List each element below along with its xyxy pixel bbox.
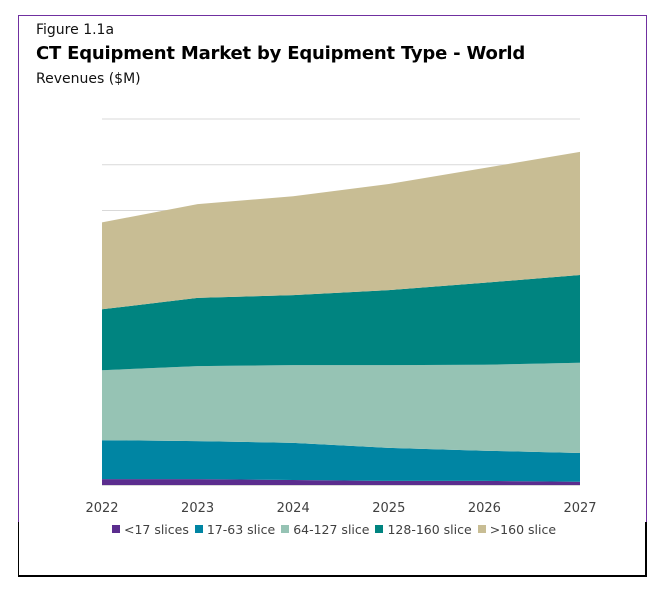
legend-swatch (375, 525, 384, 533)
chart-subtitle: Revenues ($M) (36, 71, 141, 87)
legend-label: >160 slice (489, 521, 557, 537)
area-17-slices (102, 479, 580, 485)
legend-item: >160 slice (477, 521, 557, 537)
area-series (102, 151, 580, 485)
legend-label: <17 slices (123, 521, 189, 537)
legend-swatch (477, 525, 486, 533)
legend-item: <17 slices (111, 521, 189, 537)
figure-label: Figure 1.1a (36, 22, 115, 38)
x-axis-ticks: 2022 2023 2024 2025 2026 2027 (85, 501, 596, 516)
legend-label: 17-63 slice (206, 521, 276, 537)
legend-item: 17-63 slice (194, 521, 276, 537)
legend-label: 64-127 slice (293, 521, 370, 537)
legend-swatch (194, 525, 203, 533)
chart-title: CT Equipment Market by Equipment Type - … (36, 43, 526, 64)
frame-border-bottom (18, 522, 647, 577)
x-tick-label: 2027 (563, 501, 596, 516)
area-64-127-slice (102, 362, 580, 453)
legend-label: 128-160 slice (387, 521, 472, 537)
legend-item: 128-160 slice (375, 521, 472, 537)
x-tick-label: 2025 (372, 501, 405, 516)
frame-border-top (18, 15, 647, 522)
legend-swatch (111, 525, 120, 533)
x-tick-label: 2023 (181, 501, 214, 516)
x-tick-label: 2026 (468, 501, 501, 516)
area-160-slice (102, 151, 580, 310)
x-tick-label: 2024 (277, 501, 310, 516)
area-128-160-slice (102, 275, 580, 371)
x-tick-label: 2022 (85, 501, 118, 516)
legend-swatch (281, 525, 290, 533)
legend: <17 slices 17-63 slice 64-127 slice 128-160… (0, 521, 668, 537)
area-17-63-slice (102, 440, 580, 482)
legend-item: 64-127 slice (281, 522, 369, 537)
figure-frame: Figure 1.1a CT Equipment Market by Equip… (18, 15, 647, 577)
